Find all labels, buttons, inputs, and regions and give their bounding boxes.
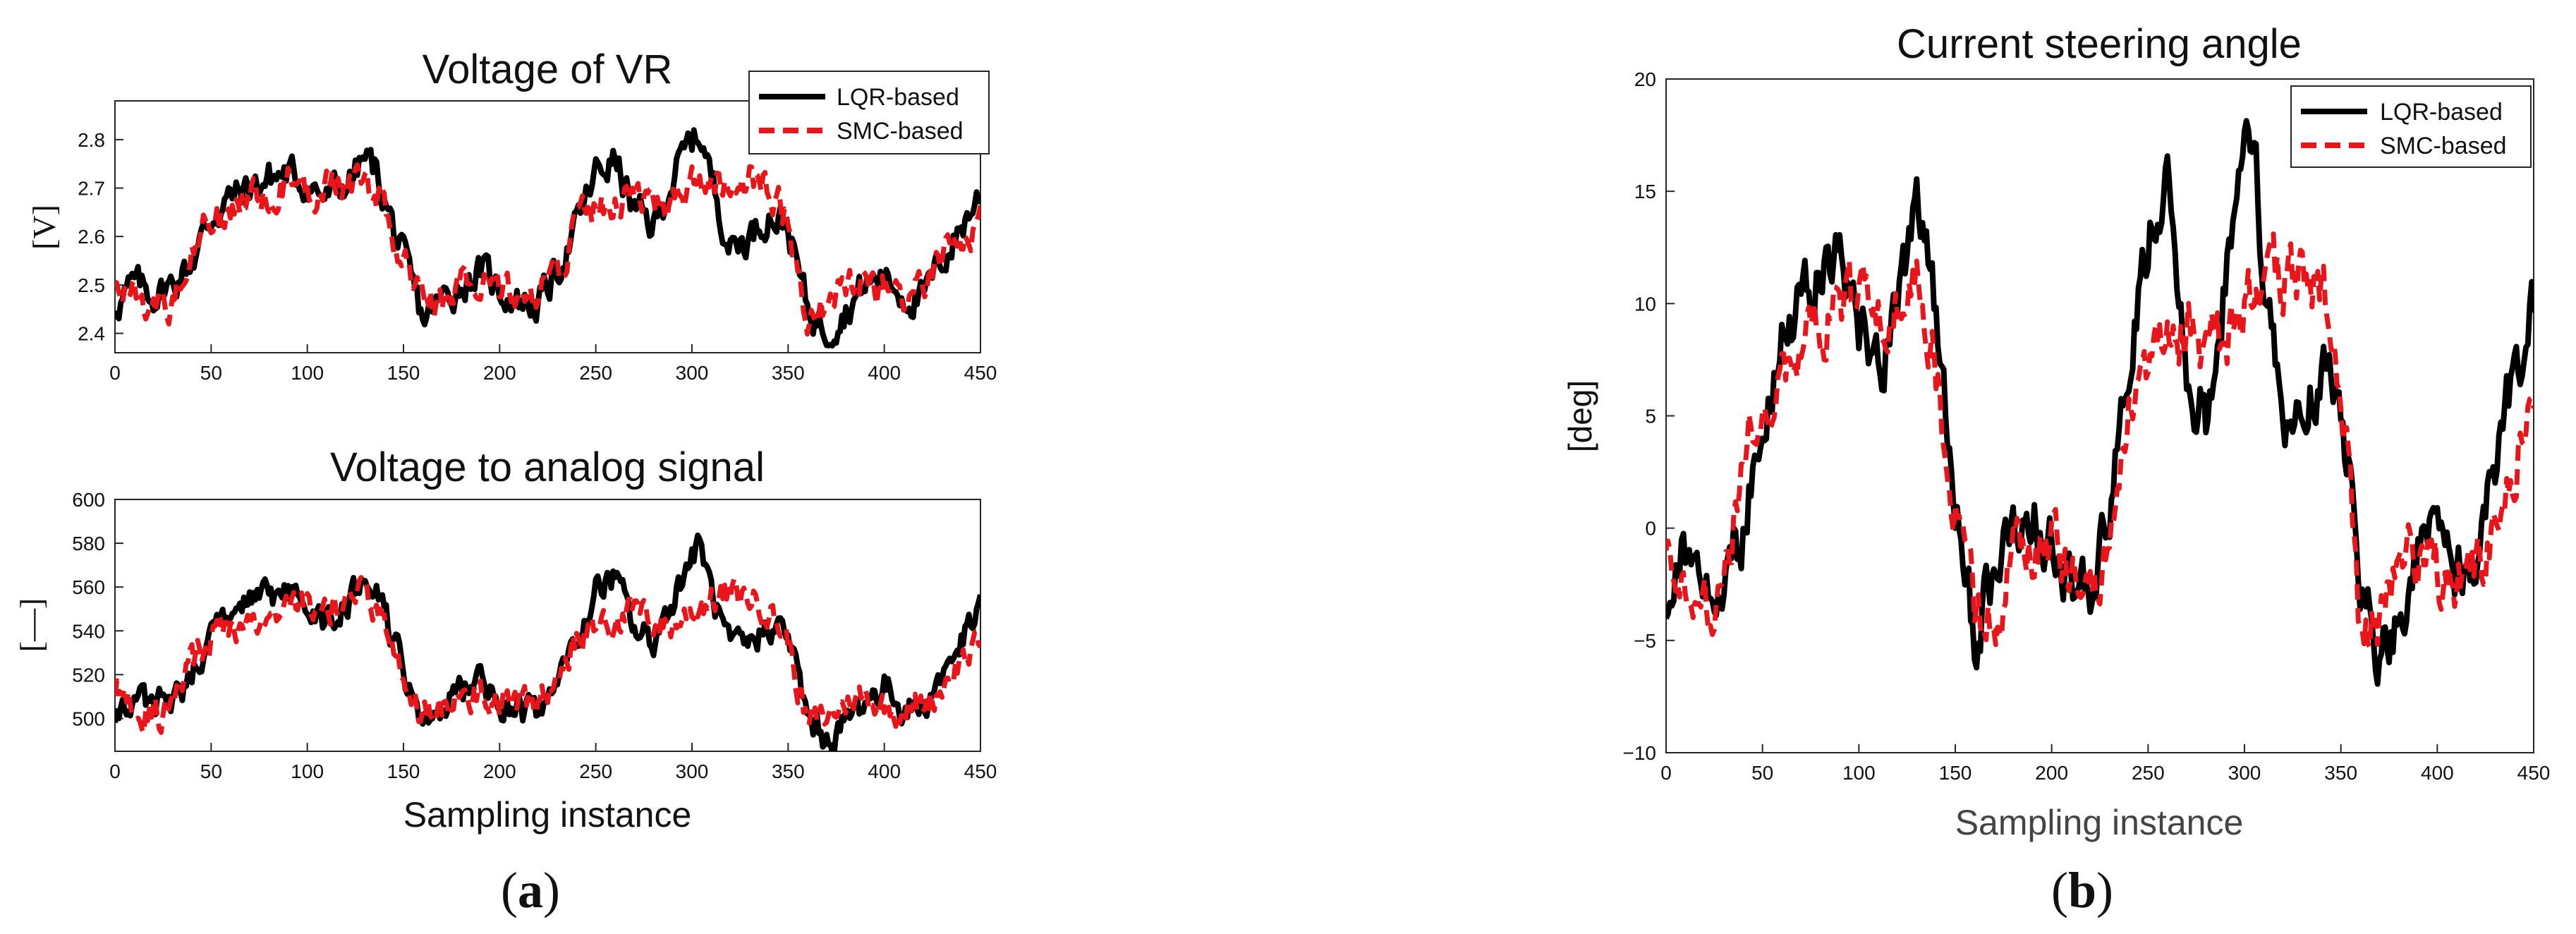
x-tick-label: 350 <box>2324 762 2357 784</box>
y-tick-label: 520 <box>72 664 105 686</box>
x-tick-label: 50 <box>200 760 222 782</box>
x-tick-label: 250 <box>2132 762 2165 784</box>
panel-label-b: (b) <box>2051 862 2113 918</box>
legend-box <box>2290 85 2532 168</box>
y-tick-label: 2.4 <box>78 323 105 345</box>
legend-label-lqr: LQR-based <box>2380 99 2503 126</box>
x-tick-label: 450 <box>2517 762 2551 784</box>
y-tick-label: 2.5 <box>78 274 105 296</box>
x-tick-label: 150 <box>387 760 420 782</box>
chart-voltage-of-vr: Voltage of VR 0 50 100 150 200 250 300 350 400 45… <box>26 47 997 384</box>
panel-label-a-letter: a <box>518 862 543 918</box>
x-tick-labels: 0 50 100 150 200 250 300 350 400 450 <box>1660 762 2550 784</box>
y-axis-label: [V] <box>26 205 62 250</box>
y-tick-label: 540 <box>72 620 105 642</box>
x-tick-label: 200 <box>483 760 516 782</box>
y-tick-label: 500 <box>72 708 105 729</box>
x-tick-label: 200 <box>2035 762 2068 784</box>
tick-marks <box>114 138 981 353</box>
tick-marks <box>1665 78 2534 753</box>
y-tick-label: 2.8 <box>78 129 105 151</box>
x-tick-label: 350 <box>772 362 805 384</box>
chart-current-steering-angle: Current steering angle 0 50 100 150 200 250 30… <box>1562 21 2550 842</box>
y-tick-label: 2.7 <box>78 178 105 200</box>
y-tick-label: 0 <box>1645 518 1656 540</box>
x-tick-label: 100 <box>291 760 324 782</box>
y-tick-label: 15 <box>1634 181 1656 202</box>
y-tick-labels: 2.4 2.5 2.6 2.7 2.8 <box>78 129 105 345</box>
chart-title: Current steering angle <box>1897 21 2302 67</box>
series-line-lqr <box>115 127 980 349</box>
x-tick-label: 100 <box>1842 762 1876 784</box>
x-tick-label: 400 <box>868 362 901 384</box>
panel-label-b-letter: b <box>2068 862 2096 918</box>
y-axis-label: [deg] <box>1562 380 1598 452</box>
y-tick-label: 20 <box>1634 68 1656 90</box>
x-tick-label: 400 <box>2421 762 2454 784</box>
y-tick-label: 600 <box>72 489 105 511</box>
y-axis-label: [—] <box>13 598 49 653</box>
series-layer <box>1666 118 2534 687</box>
x-tick-label: 450 <box>964 760 997 782</box>
x-tick-label: 200 <box>483 362 516 384</box>
x-tick-label: 350 <box>772 760 805 782</box>
y-tick-label: 5 <box>1645 406 1656 427</box>
x-tick-labels: 0 50 100 150 200 250 300 350 400 450 <box>109 760 997 782</box>
y-tick-label: 580 <box>72 533 105 554</box>
series-layer <box>115 127 980 349</box>
x-tick-label: 50 <box>1751 762 1773 784</box>
x-axis-label: Sampling instance <box>403 795 692 835</box>
x-tick-label: 100 <box>291 362 324 384</box>
chart-title: Voltage of VR <box>423 47 673 92</box>
y-tick-labels: −10 −5 0 5 10 15 20 <box>1623 68 1657 764</box>
x-tick-label: 300 <box>676 362 709 384</box>
x-tick-label: 0 <box>1660 762 1672 784</box>
x-tick-label: 400 <box>868 760 901 782</box>
x-tick-label: 50 <box>200 362 222 384</box>
y-tick-label: −5 <box>1634 630 1656 652</box>
panel-label-a: (a) <box>501 862 560 918</box>
series-line-smc <box>115 575 980 736</box>
x-axis-label: Sampling instance <box>1955 803 2244 842</box>
series-layer <box>115 532 980 751</box>
legend-label-smc: SMC-based <box>2380 133 2507 159</box>
x-tick-label: 300 <box>2228 762 2261 784</box>
x-tick-label: 0 <box>109 760 121 782</box>
legend: LQR-based SMC-based <box>748 71 990 154</box>
series-line-smc <box>1666 231 2534 650</box>
x-tick-label: 150 <box>1939 762 1972 784</box>
x-tick-label: 250 <box>579 362 612 384</box>
y-tick-label: 10 <box>1634 293 1656 315</box>
x-tick-label: 250 <box>579 760 612 782</box>
legend-label-smc: SMC-based <box>837 118 964 145</box>
y-tick-label: −10 <box>1623 742 1657 764</box>
x-tick-label: 150 <box>387 362 420 384</box>
legend-label-lqr: LQR-based <box>837 84 959 111</box>
chart-title: Voltage to analog signal <box>330 444 765 490</box>
plot-area <box>1665 78 2534 753</box>
legend-box <box>748 71 990 154</box>
y-tick-label: 2.6 <box>78 226 105 248</box>
y-tick-labels: 500 520 540 560 580 600 <box>72 489 105 729</box>
y-tick-label: 560 <box>72 576 105 598</box>
chart-voltage-to-analog-signal: Voltage to analog signal 0 50 100 150 200 250… <box>13 444 997 835</box>
x-tick-label: 300 <box>676 760 709 782</box>
legend: LQR-based SMC-based <box>2290 85 2532 168</box>
x-tick-label: 0 <box>109 362 121 384</box>
x-tick-label: 450 <box>964 362 997 384</box>
x-tick-labels: 0 50 100 150 200 250 300 350 400 450 <box>109 362 997 384</box>
